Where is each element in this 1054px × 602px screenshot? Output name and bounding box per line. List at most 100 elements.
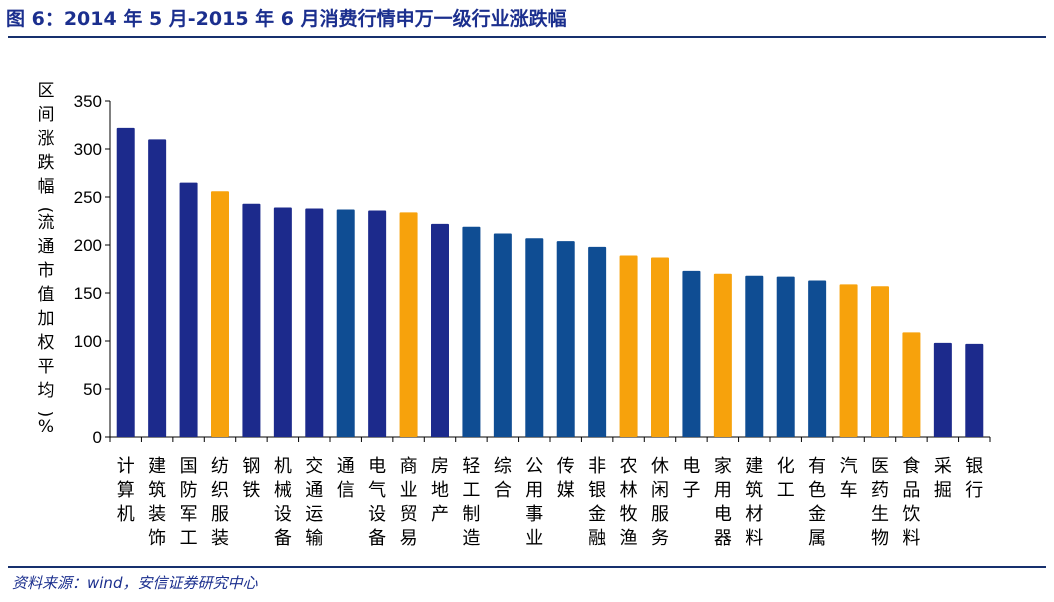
category-label-char: 运	[305, 504, 323, 525]
bar	[305, 208, 324, 437]
category-label-char: 融	[588, 528, 606, 549]
category-label-char: 材	[745, 504, 763, 525]
bar	[933, 342, 952, 437]
category-label-char: 药	[871, 480, 889, 501]
category-label-char: 色	[808, 480, 826, 501]
category-label-char: 医	[871, 456, 889, 477]
category-label-char: 军	[180, 504, 198, 525]
category-label-char: 行	[965, 480, 983, 501]
category-label-char: 用	[525, 480, 543, 501]
bar	[273, 207, 292, 437]
category-label-char: 输	[305, 528, 323, 549]
bar	[902, 332, 921, 437]
category-label-char: 料	[902, 528, 920, 549]
category-label-char: 务	[651, 528, 669, 549]
bottom-divider	[8, 566, 1046, 568]
category-label-char: 商	[400, 456, 418, 477]
category-label-char: 算	[117, 480, 135, 501]
y-tick-label: 250	[74, 188, 102, 207]
category-label-char: 器	[714, 528, 732, 549]
bar	[871, 286, 889, 437]
bar	[651, 257, 669, 437]
category-label-char: 用	[714, 480, 732, 501]
category-label-char: 电	[682, 456, 700, 477]
y-tick-label: 150	[74, 284, 102, 303]
category-label-char: 车	[840, 480, 858, 501]
category-label-char: 子	[682, 480, 700, 501]
bar	[368, 210, 387, 437]
category-label-char: 物	[871, 528, 889, 549]
bar	[776, 276, 795, 437]
category-label-char: 电	[368, 456, 386, 477]
category-label-char: 通	[337, 456, 355, 477]
category-label-char: 械	[274, 480, 292, 501]
category-label-char: 料	[745, 528, 763, 549]
category-label-char: 造	[462, 528, 480, 549]
y-axis-label-char: )	[35, 411, 55, 418]
category-label-char: 计	[117, 456, 135, 477]
y-tick-label: 350	[74, 92, 102, 111]
y-axis-label-char: 均	[38, 381, 55, 401]
category-label-char: 设	[274, 504, 292, 525]
category-label: 银行	[965, 456, 983, 501]
bar	[399, 212, 418, 437]
bar	[839, 284, 858, 437]
y-axis-label-char: 通	[38, 237, 55, 257]
category-label-char: 电	[714, 504, 732, 525]
category-label-char: 纺	[211, 456, 229, 477]
y-axis-label-char: 值	[38, 285, 55, 305]
bar	[713, 273, 732, 437]
category-label-char: 工	[777, 480, 795, 501]
bar	[242, 203, 261, 437]
y-tick-label: 0	[93, 428, 102, 447]
category-label-char: 房	[431, 456, 449, 477]
category-label-char: 饮	[902, 504, 920, 525]
category-label-char: 筑	[745, 480, 763, 501]
category-label-char: 筑	[148, 480, 166, 501]
bar	[619, 255, 638, 437]
category-label-char: 牧	[620, 504, 638, 525]
category-label-char: 工	[462, 480, 480, 501]
category-label: 采掘	[934, 456, 952, 501]
category-label-char: 气	[368, 480, 386, 501]
category-label-char: 业	[400, 480, 418, 501]
category-label-char: 建	[745, 456, 763, 477]
category-label-char: 通	[305, 480, 323, 501]
bar	[431, 223, 449, 437]
category-label: 传媒	[557, 456, 575, 501]
bar	[211, 191, 229, 437]
category-label-char: 采	[934, 456, 952, 477]
y-axis-label-char: 区	[38, 81, 55, 101]
category-label-char: 钢	[242, 456, 260, 477]
category-label-char: 媒	[557, 480, 575, 501]
category-label-char: 家	[714, 456, 732, 477]
y-axis-label-char: 幅	[38, 177, 55, 197]
category-label-char: 贸	[400, 504, 418, 525]
category-label-char: 国	[180, 456, 198, 477]
source-note: 资料来源：wind，安信证券研究中心	[12, 574, 258, 592]
category-label-char: 公	[525, 456, 543, 477]
category-label-char: 银	[965, 456, 983, 477]
category-label-char: 轻	[462, 456, 480, 477]
category-label: 计算机	[117, 456, 135, 525]
category-label-char: 装	[211, 528, 229, 549]
y-axis-label-char: 加	[38, 309, 55, 329]
category-label-char: 装	[148, 504, 166, 525]
bar	[525, 238, 544, 437]
bar	[745, 275, 764, 437]
category-label-char: 闲	[651, 480, 669, 501]
category-label-char: 渔	[620, 528, 638, 549]
category-label-char: 汽	[840, 456, 858, 477]
bar	[148, 139, 167, 437]
